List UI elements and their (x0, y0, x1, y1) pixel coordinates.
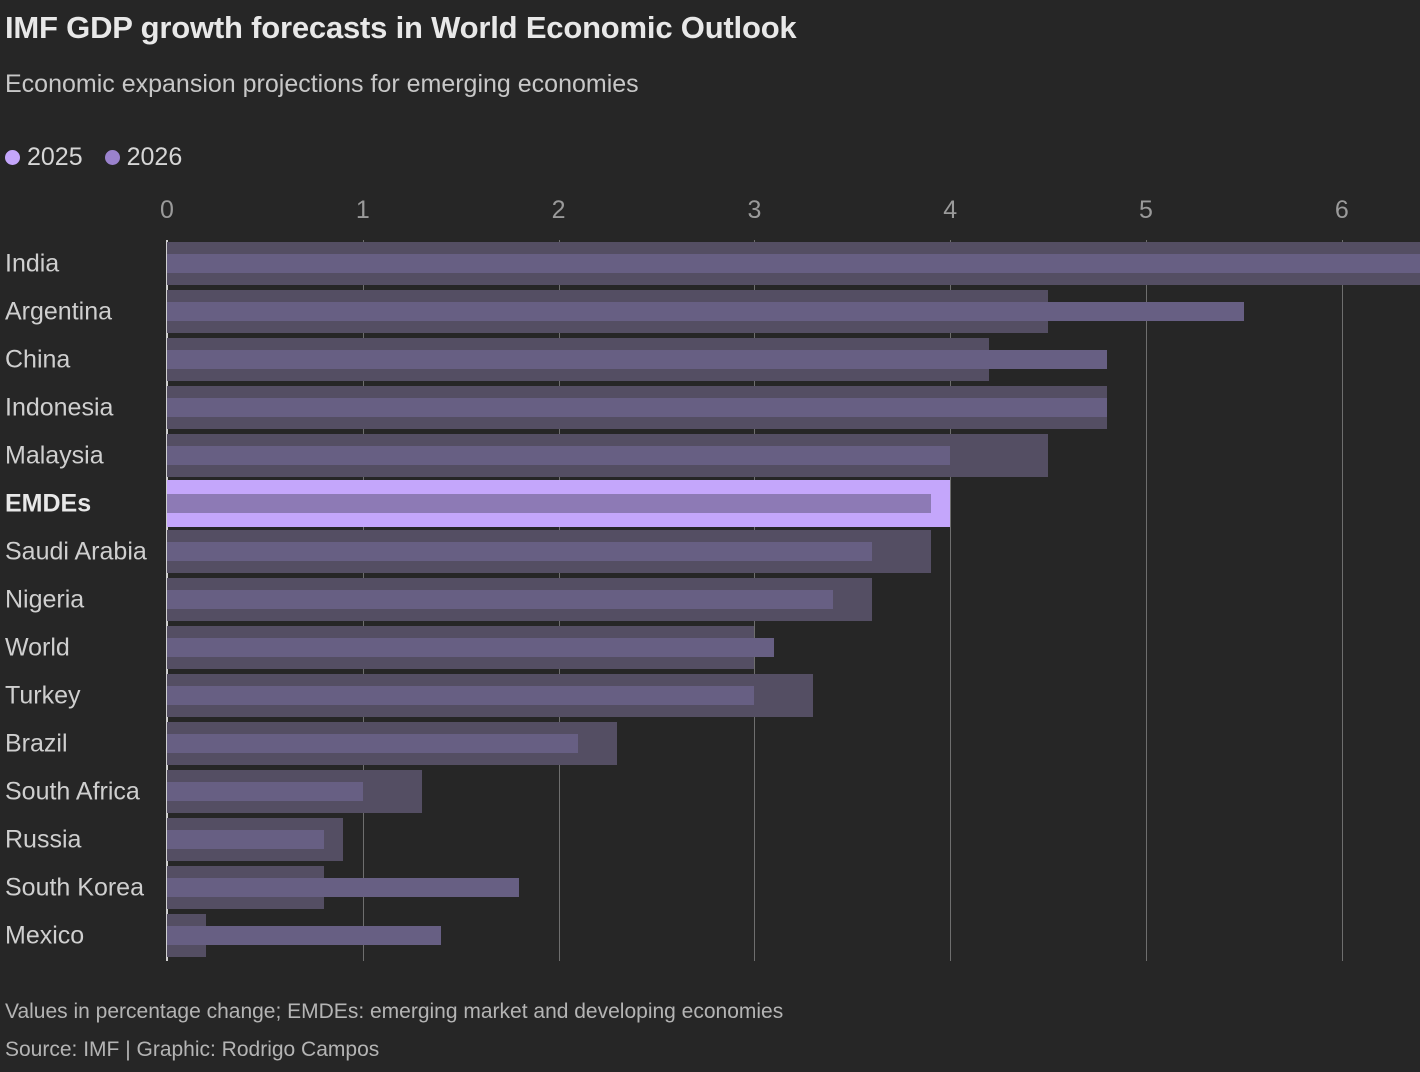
bar-group (0, 720, 1420, 768)
bar-group (0, 528, 1420, 576)
category-label-malaysia: Malaysia (5, 441, 104, 470)
bar-group (0, 336, 1420, 384)
table-row[interactable]: India (0, 240, 1420, 288)
bar-2026-turkey[interactable] (167, 686, 755, 705)
table-row[interactable]: World (0, 624, 1420, 672)
legend-item-2026[interactable]: 2026 (104, 142, 183, 171)
bar-2026-india[interactable] (167, 254, 1420, 273)
bar-2026-south-africa[interactable] (167, 782, 363, 801)
category-label-south-korea: South Korea (5, 873, 144, 902)
category-label-india: India (5, 249, 60, 278)
bar-2026-indonesia[interactable] (167, 398, 1107, 417)
chart-footnote: Values in percentage change; EMDEs: emer… (5, 1000, 784, 1023)
table-row[interactable]: Brazil (0, 720, 1420, 768)
bar-2026-emdes[interactable] (167, 494, 931, 513)
bar-group (0, 576, 1420, 624)
x-axis-tick-0: 0 (160, 196, 174, 224)
category-label-indonesia: Indonesia (5, 393, 114, 422)
category-label-argentina: Argentina (5, 297, 113, 326)
chart-bar-rows: India Argentina China Indonesia Malaysia EMDE… (0, 240, 1420, 961)
table-row[interactable]: Nigeria (0, 576, 1420, 624)
table-row[interactable]: Indonesia (0, 384, 1420, 432)
chart-subtitle: Economic expansion projections for emerg… (5, 70, 639, 98)
x-axis-tick-5: 5 (1139, 196, 1153, 224)
bar-2026-brazil[interactable] (167, 734, 579, 753)
category-label-south-africa: South Africa (5, 777, 140, 806)
legend-item-2025[interactable]: 2025 (5, 142, 83, 171)
table-row[interactable]: Saudi Arabia (0, 528, 1420, 576)
bar-2026-world[interactable] (167, 638, 774, 657)
table-row[interactable]: Turkey (0, 672, 1420, 720)
legend-dot-2026-icon (104, 149, 120, 165)
category-label-world: World (5, 633, 70, 662)
legend-dot-2025-icon (5, 149, 20, 165)
bar-group (0, 864, 1420, 912)
x-axis-tick-1: 1 (355, 196, 370, 224)
x-axis-tick-2: 2 (551, 196, 566, 224)
chart-legend: 2025 2026 (5, 140, 182, 174)
bar-group (0, 432, 1420, 480)
table-row[interactable]: Mexico (0, 912, 1420, 960)
bar-2026-nigeria[interactable] (167, 590, 833, 609)
table-row[interactable]: South Africa (0, 768, 1420, 816)
legend-label-2025: 2025 (27, 142, 83, 171)
bar-group (0, 816, 1420, 864)
bar-2026-mexico[interactable] (167, 926, 442, 945)
x-axis-tick-labels: 0 1 2 3 4 5 6 (0, 196, 1420, 240)
bar-2026-malaysia[interactable] (167, 446, 951, 465)
category-label-emdes: EMDEs (5, 489, 92, 518)
category-label-turkey: Turkey (5, 681, 81, 710)
chart-plot-area: 0 1 2 3 4 5 6 India Argentina China Indonesia Mala… (0, 196, 1420, 961)
bar-group (0, 384, 1420, 432)
gridline-4 (950, 240, 952, 961)
bar-group (0, 768, 1420, 816)
page-title: IMF GDP growth forecasts in World Econom… (5, 10, 797, 45)
table-row[interactable]: EMDEs (0, 480, 1420, 528)
category-label-brazil: Brazil (5, 729, 68, 758)
chart-source: Source: IMF | Graphic: Rodrigo Campos (5, 1038, 380, 1061)
category-label-china: China (5, 345, 71, 374)
category-label-saudi-arabia: Saudi Arabia (5, 537, 147, 566)
bar-2026-south-korea[interactable] (167, 878, 520, 897)
category-label-mexico: Mexico (5, 921, 85, 950)
gridline-5 (1146, 240, 1147, 961)
bar-2026-saudi-arabia[interactable] (167, 542, 872, 561)
x-axis-tick-4: 4 (943, 196, 958, 224)
bar-2026-russia[interactable] (167, 830, 324, 849)
table-row[interactable]: China (0, 336, 1420, 384)
bar-2026-argentina[interactable] (167, 302, 1244, 321)
table-row[interactable]: South Korea (0, 864, 1420, 912)
bar-group (0, 480, 1420, 528)
bar-group (0, 240, 1420, 288)
category-label-russia: Russia (5, 825, 82, 854)
category-label-nigeria: Nigeria (5, 585, 85, 614)
x-axis-tick-6: 6 (1334, 196, 1349, 224)
table-row[interactable]: Russia (0, 816, 1420, 864)
bar-group (0, 288, 1420, 336)
table-row[interactable]: Argentina (0, 288, 1420, 336)
gridline-6 (1341, 240, 1343, 961)
bar-group (0, 624, 1420, 672)
x-axis-tick-3: 3 (747, 196, 762, 224)
legend-label-2026: 2026 (126, 142, 183, 171)
bar-group (0, 672, 1420, 720)
bar-group (0, 912, 1420, 960)
bar-2026-china[interactable] (167, 350, 1107, 369)
table-row[interactable]: Malaysia (0, 432, 1420, 480)
